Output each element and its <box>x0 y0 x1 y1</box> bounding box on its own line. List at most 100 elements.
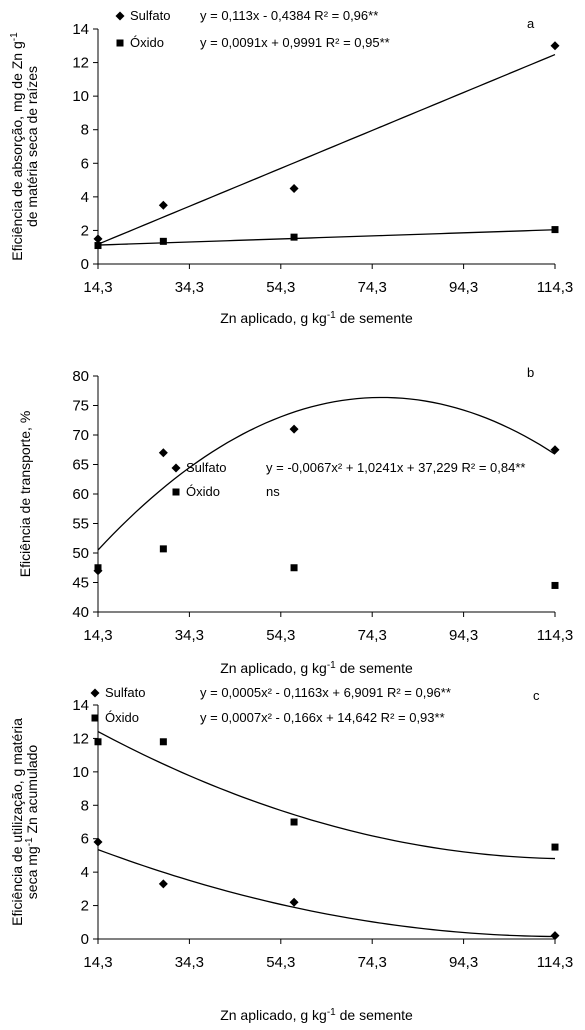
data-point-oxido <box>159 738 167 746</box>
y-axis-title-line2: seca mg-1 Zn acumulado <box>24 745 41 900</box>
data-point-oxido <box>551 226 559 234</box>
trend-line-oxido <box>97 229 556 246</box>
y-tick-label: 12 <box>72 55 89 72</box>
regression-equation: ns <box>266 484 280 499</box>
data-point-oxido <box>94 738 102 746</box>
x-tick-label: 114,3 <box>537 279 573 296</box>
y-tick-label: 50 <box>72 545 89 562</box>
trend-line-sulfato <box>97 849 556 938</box>
data-point-oxido <box>290 818 298 826</box>
x-tick-label: 34,3 <box>175 279 204 296</box>
data-point-sulfato <box>158 879 168 889</box>
x-tick-label: 74,3 <box>358 954 387 971</box>
legend-marker <box>115 11 125 21</box>
y-tick-label: 4 <box>81 864 89 881</box>
data-point-oxido <box>551 843 559 851</box>
x-tick-label: 74,3 <box>358 279 387 296</box>
data-point-oxido <box>551 581 559 589</box>
trend-line-sulfato <box>97 396 556 551</box>
chart-panel-c: 0 2 4 6 8 10 12 14 14,3 34,3 54,3 74,3 94,3 114,3 Zn a… <box>9 685 573 1023</box>
x-axis-title: Zn aplicado, g kg-1 de semente <box>220 1007 413 1024</box>
data-point-oxido <box>290 564 298 572</box>
data-point-sulfato <box>289 183 299 193</box>
data-point-oxido <box>290 233 298 241</box>
x-tick-label: 14,3 <box>83 954 112 971</box>
y-tick-label: 0 <box>81 256 89 273</box>
y-tick-label: 60 <box>72 486 89 503</box>
y-tick-label: 14 <box>72 697 89 714</box>
y-tick-label: 80 <box>72 368 89 385</box>
legend-label: Sulfato <box>105 685 145 700</box>
data-point-oxido <box>159 545 167 553</box>
y-tick-label: 10 <box>72 764 89 781</box>
x-tick-label: 74,3 <box>358 627 387 644</box>
x-tick-label: 54,3 <box>266 954 295 971</box>
y-tick-label: 55 <box>72 516 89 533</box>
y-tick-label: 8 <box>81 797 89 814</box>
x-tick-label: 94,3 <box>449 954 478 971</box>
y-axis-title-line2: de matéria seca de raízes <box>24 66 40 227</box>
legend-marker <box>171 463 181 473</box>
x-tick-label: 114,3 <box>537 954 573 971</box>
data-point-sulfato <box>158 448 168 458</box>
trend-line-oxido <box>97 730 556 860</box>
panel-label: b <box>527 365 534 380</box>
x-tick-label: 54,3 <box>266 279 295 296</box>
regression-equation: y = 0,0005x² - 0,1163x + 6,9091 R² = 0,9… <box>200 685 451 700</box>
y-tick-label: 4 <box>81 189 89 206</box>
y-tick-label: 14 <box>72 21 89 38</box>
data-point-sulfato <box>289 424 299 434</box>
y-tick-label: 8 <box>81 122 89 139</box>
legend-marker <box>116 39 124 47</box>
chart-panel-b: 40 45 50 55 60 65 70 75 80 14,3 34,3 54,3 74,3 94,3 11… <box>17 365 573 676</box>
x-tick-label: 54,3 <box>266 627 295 644</box>
panel-label: c <box>533 688 540 703</box>
y-tick-label: 70 <box>72 427 89 444</box>
y-tick-label: 6 <box>81 155 89 172</box>
data-point-sulfato <box>550 41 560 51</box>
y-tick-label: 0 <box>81 931 89 948</box>
data-point-sulfato <box>93 234 103 244</box>
x-tick-label: 114,3 <box>537 627 573 644</box>
legend-label: Sulfato <box>130 8 170 23</box>
regression-equation: y = 0,0091x + 0,9991 R² = 0,95** <box>200 35 390 50</box>
regression-equation: y = 0,0007x² - 0,166x + 14,642 R² = 0,93… <box>200 710 445 725</box>
y-tick-label: 40 <box>72 604 89 621</box>
y-tick-label: 2 <box>81 898 89 915</box>
legend-label: Sulfato <box>186 460 226 475</box>
y-axis-title: Eficiência de transporte, % <box>17 411 33 578</box>
data-point-sulfato <box>158 200 168 210</box>
legend-marker <box>172 488 180 496</box>
x-tick-label: 14,3 <box>83 627 112 644</box>
trend-line-sulfato <box>97 53 556 245</box>
y-tick-label: 6 <box>81 831 89 848</box>
y-tick-label: 2 <box>81 222 89 239</box>
y-tick-label: 45 <box>72 575 89 592</box>
y-tick-label: 65 <box>72 457 89 474</box>
data-point-sulfato <box>93 837 103 847</box>
data-point-oxido <box>159 237 167 245</box>
y-tick-label: 12 <box>72 730 89 747</box>
x-axis-title: Zn aplicado, g kg-1 de semente <box>220 310 413 327</box>
legend-marker <box>91 714 99 722</box>
data-point-oxido <box>94 564 102 572</box>
y-axis-title-line1: Eficiência de absorção, mg de Zn g-1 <box>9 32 26 261</box>
legend-marker <box>90 688 100 698</box>
regression-equation: y = -0,0067x² + 1,0241x + 37,229 R² = 0,… <box>266 460 525 475</box>
x-tick-label: 34,3 <box>175 627 204 644</box>
y-axis-title-line1: Eficiência de utilização, g matéria <box>9 718 25 926</box>
x-tick-label: 94,3 <box>449 279 478 296</box>
x-axis-title: Zn aplicado, g kg-1 de semente <box>220 660 413 677</box>
x-tick-label: 94,3 <box>449 627 478 644</box>
panel-label: a <box>527 16 535 31</box>
data-point-sulfato <box>550 445 560 455</box>
regression-equation: y = 0,113x - 0,4384 R² = 0,96** <box>200 8 378 23</box>
legend-label: Óxido <box>186 484 220 499</box>
data-point-sulfato <box>289 897 299 907</box>
data-point-sulfato <box>550 931 560 941</box>
legend-label: Óxido <box>105 710 139 725</box>
data-point-oxido <box>94 242 102 250</box>
x-tick-label: 14,3 <box>83 279 112 296</box>
y-tick-label: 10 <box>72 88 89 105</box>
